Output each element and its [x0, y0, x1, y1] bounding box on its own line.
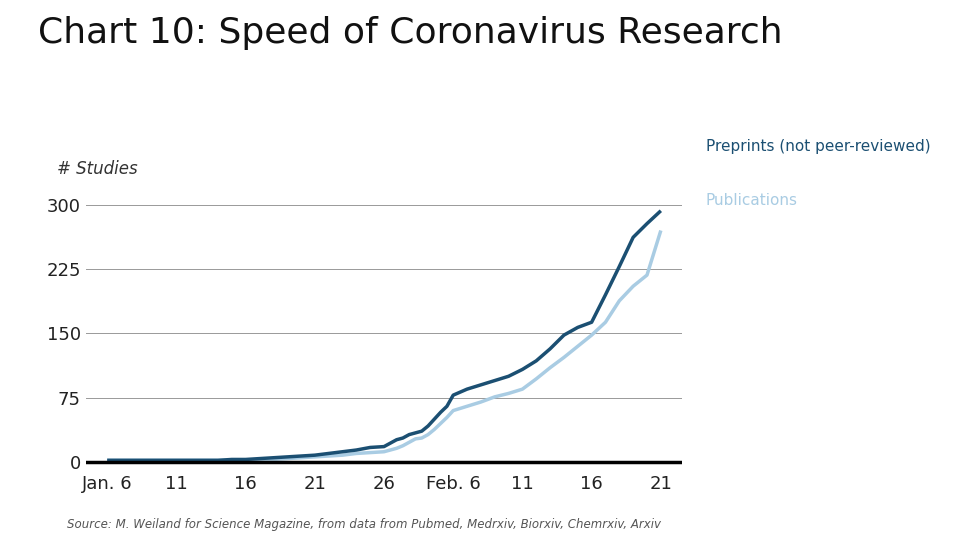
Text: # Studies: # Studies	[57, 160, 137, 178]
Text: Publications: Publications	[706, 193, 798, 208]
Text: Source: M. Weiland for Science Magazine, from data from Pubmed, Medrxiv, Biorxiv: Source: M. Weiland for Science Magazine,…	[67, 518, 661, 531]
Text: Preprints (not peer-reviewed): Preprints (not peer-reviewed)	[706, 139, 930, 154]
Text: Chart 10: Speed of Coronavirus Research: Chart 10: Speed of Coronavirus Research	[38, 16, 783, 50]
